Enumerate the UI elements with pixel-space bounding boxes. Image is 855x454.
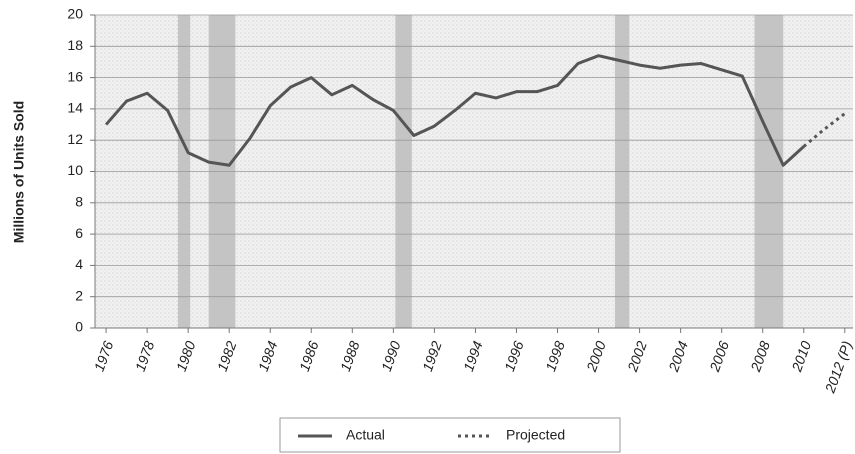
y-tick-label: 18 xyxy=(67,37,83,53)
legend-label: Projected xyxy=(506,427,565,443)
x-tick-label: 2008 xyxy=(747,339,773,375)
y-tick-label: 2 xyxy=(75,287,83,303)
y-tick-label: 12 xyxy=(67,131,83,147)
x-tick-label: 1982 xyxy=(214,339,240,374)
y-tick-label: 4 xyxy=(75,256,83,272)
x-tick-label: 1992 xyxy=(419,339,445,374)
x-tick-label: 1976 xyxy=(91,339,117,374)
x-tick-label: 1986 xyxy=(296,339,322,374)
x-tick-label: 1990 xyxy=(378,339,404,374)
x-tick-label: 1998 xyxy=(542,339,568,374)
series-line xyxy=(104,54,805,167)
y-tick-label: 6 xyxy=(75,225,83,241)
y-axis-label: Millions of Units Sold xyxy=(11,101,27,243)
x-tick-label: 1980 xyxy=(173,339,199,374)
y-tick-label: 16 xyxy=(67,68,83,84)
y-tick-label: 20 xyxy=(67,6,83,22)
x-tick-label: 1988 xyxy=(337,339,363,374)
x-tick-label: 2012 (P) xyxy=(821,339,855,396)
x-tick-label: 1996 xyxy=(501,339,527,374)
y-tick-label: 14 xyxy=(67,100,83,116)
x-tick-label: 2010 xyxy=(788,339,814,375)
x-tick-label: 1984 xyxy=(255,339,281,374)
y-tick-label: 8 xyxy=(75,194,83,210)
legend-label: Actual xyxy=(346,427,385,443)
legend-box xyxy=(279,417,621,453)
x-tick-label: 1994 xyxy=(460,339,486,374)
x-tick-label: 2002 xyxy=(624,339,650,375)
x-tick-label: 1978 xyxy=(132,339,158,374)
x-tick-label: 2004 xyxy=(665,339,691,375)
x-tick-label: 2006 xyxy=(706,339,732,375)
y-tick-label: 0 xyxy=(75,319,83,335)
x-tick-label: 2000 xyxy=(583,339,609,375)
y-tick-label: 10 xyxy=(67,162,83,178)
series-line xyxy=(802,112,846,148)
